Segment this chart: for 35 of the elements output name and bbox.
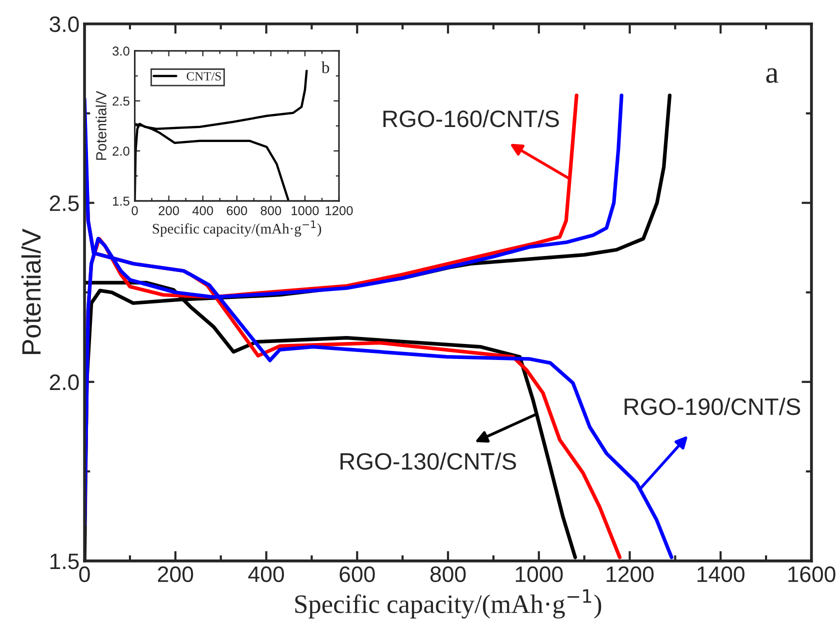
annotation: RGO-130/CNT/S — [340, 452, 516, 470]
x-tick-label: 800 — [430, 566, 466, 582]
x-axis-title: Specific capacity/(mAh·g$^{−1}$) — [152, 220, 322, 237]
x-tick-label: 400 — [192, 206, 214, 216]
y-tick-label: 2.0 — [112, 146, 130, 156]
annotation: RGO-160/CNT/S — [383, 110, 559, 128]
y-tick-label: 3.0 — [112, 46, 130, 56]
annotation: RGO-190/CNT/S — [624, 398, 800, 416]
x-tick-label: 0 — [79, 566, 90, 582]
x-tick-label: 800 — [260, 206, 282, 216]
y-tick-label: 2.5 — [50, 195, 79, 212]
y-tick-label: 2.0 — [50, 374, 79, 390]
y-axis-title: Potential/V — [96, 90, 106, 160]
x-tick-label: 200 — [158, 206, 180, 216]
y-tick-label: 1.5 — [113, 196, 130, 206]
x-tick-label: 0 — [132, 206, 138, 216]
y-axis-title: Potential/V — [21, 228, 41, 354]
y-tick-label: 2.5 — [112, 96, 130, 106]
x-tick-label: 400 — [248, 566, 284, 582]
y-tick-label: 1.5 — [50, 554, 79, 570]
y-tick-label: 3.0 — [50, 16, 79, 32]
x-tick-label: 1000 — [292, 206, 319, 216]
annotation: b — [321, 61, 330, 74]
x-tick-label: 1600 — [788, 566, 836, 582]
annotation: a — [766, 68, 778, 83]
x-tick-label: 600 — [340, 566, 375, 582]
line-series — [134, 70, 308, 201]
x-tick-label: 1200 — [606, 566, 654, 582]
x-tick-label: 1400 — [698, 566, 744, 582]
x-tick-label: 1000 — [516, 566, 563, 582]
x-tick-label: 1200 — [326, 206, 353, 216]
legend-label: CNT/S — [186, 72, 221, 81]
x-axis-title: Specific capacity/(mAh·g$^{−1}$) — [295, 589, 602, 619]
x-tick-label: 600 — [226, 206, 248, 216]
x-tick-label: 200 — [158, 566, 194, 582]
